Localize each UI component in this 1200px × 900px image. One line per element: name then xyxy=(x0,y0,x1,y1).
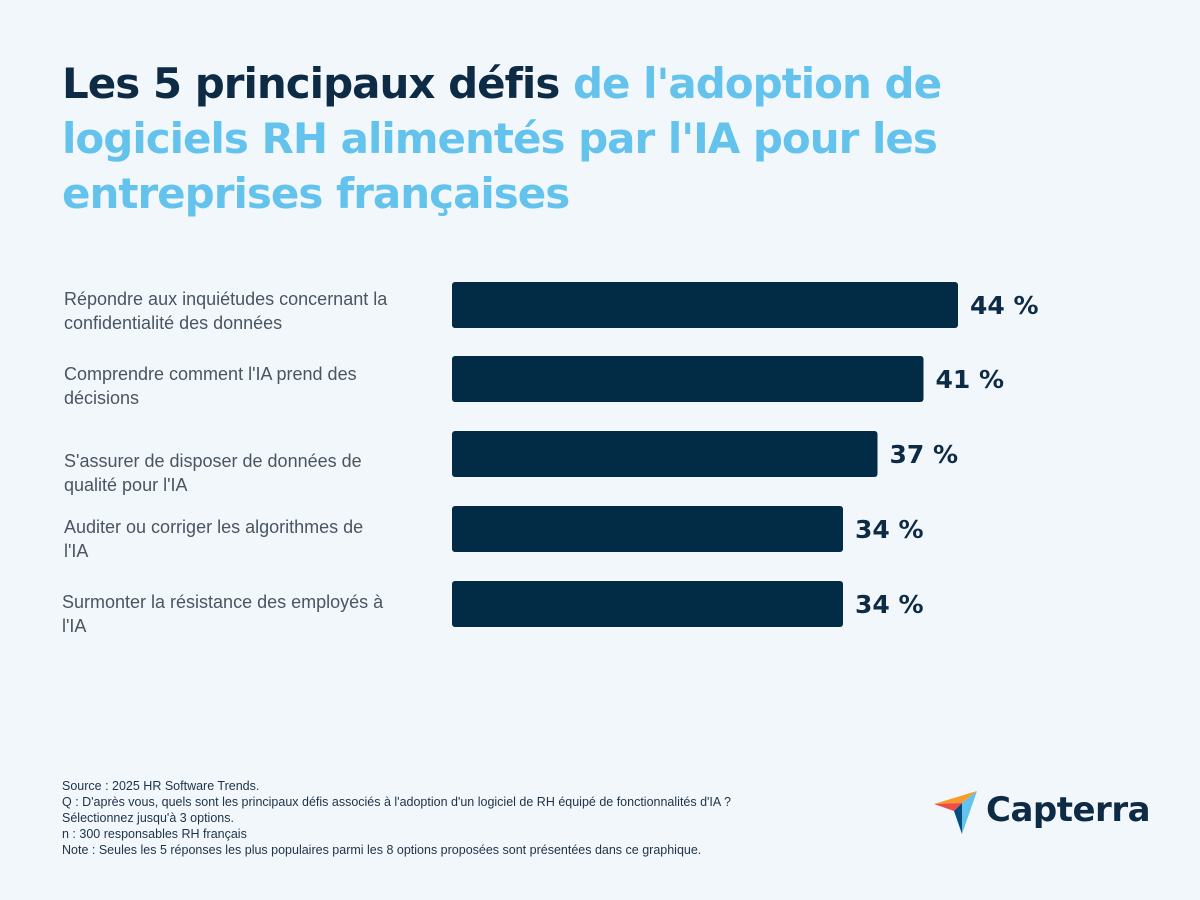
question-text: Q : D'après vous, quels sont les princip… xyxy=(62,795,731,809)
category-label: Répondre aux inquiétudes concernant la co… xyxy=(64,289,388,333)
logo-text: Capterra xyxy=(986,790,1151,830)
footer-notes: Source : 2025 HR Software Trends. Q : D'… xyxy=(62,778,731,858)
bar xyxy=(452,356,924,402)
value-label: 37 % xyxy=(890,440,959,469)
note-text: Note : Seules les 5 réponses les plus po… xyxy=(62,843,702,857)
source-text: Source : 2025 HR Software Trends. xyxy=(62,779,260,793)
bar xyxy=(452,506,843,552)
bar xyxy=(452,431,878,477)
bar xyxy=(452,581,843,627)
value-label: 34 % xyxy=(855,590,924,619)
category-label: S'assurer de disposer de données de quali… xyxy=(64,451,362,495)
title-light: de l'adoption de logiciels RH alimentés … xyxy=(62,59,942,218)
sample-text: n : 300 responsables RH français xyxy=(62,827,247,841)
title-dark: Les 5 principaux défis xyxy=(62,59,560,108)
value-label: 41 % xyxy=(936,365,1005,394)
category-label: Auditer ou corriger les algorithmes de l'… xyxy=(64,517,363,561)
capterra-arrow-icon xyxy=(934,791,977,834)
value-label: 44 % xyxy=(970,291,1039,320)
category-label: Surmonter la résistance des employés à l'… xyxy=(62,592,384,636)
category-label: Comprendre comment l'IA prend des décisio… xyxy=(64,364,357,408)
bar xyxy=(452,282,958,328)
capterra-logo: Capterra xyxy=(932,786,1151,834)
instruction-text: Sélectionnez jusqu'à 3 options. xyxy=(62,811,234,825)
value-label: 34 % xyxy=(855,515,924,544)
chart-title: Les 5 principaux défis de l'adoption de … xyxy=(62,56,1062,221)
